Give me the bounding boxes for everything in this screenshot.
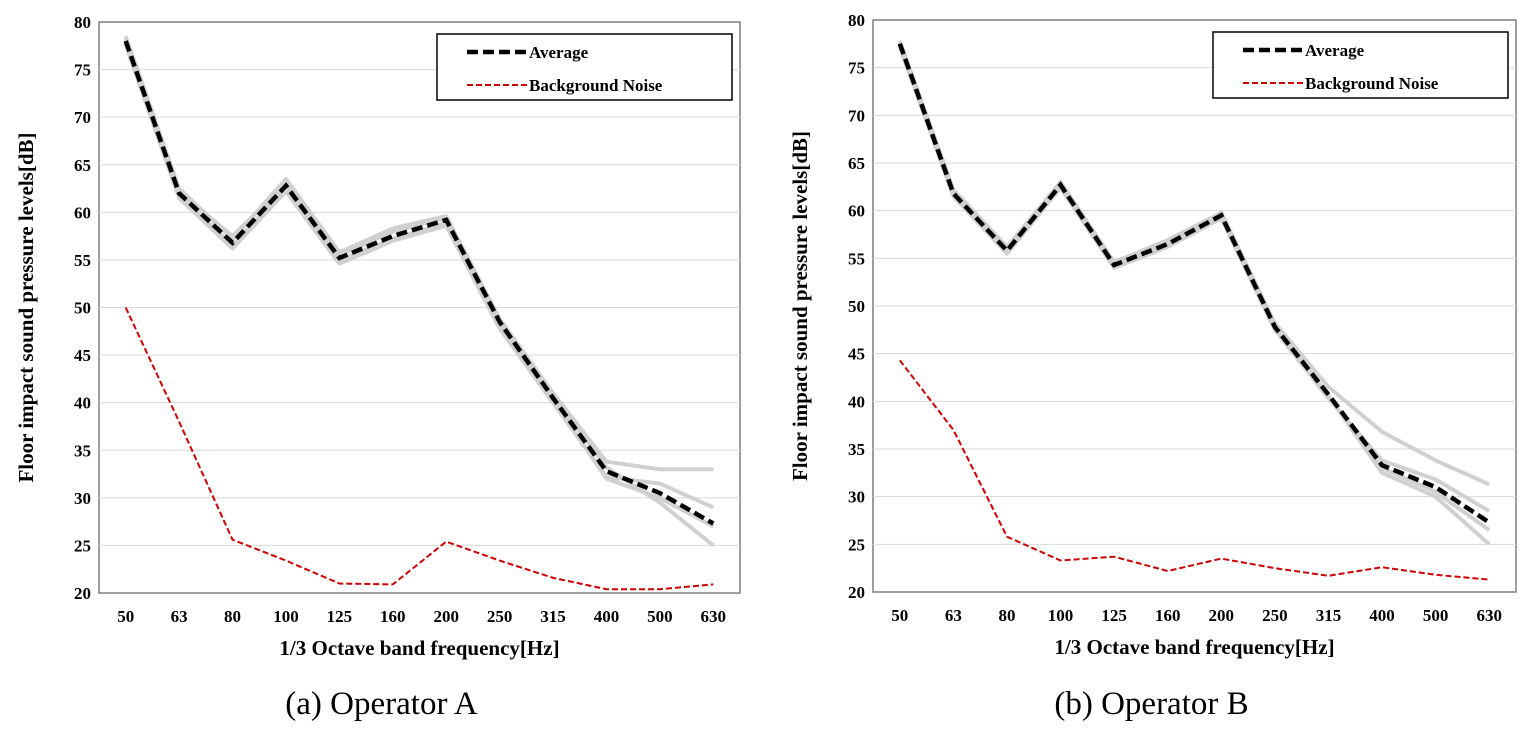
x-tick-label: 400 [594, 607, 620, 626]
chart-panel-a: 20 25 30 35 40 45 50 55 60 65 70 75 80 50 63 80 100 125 16… [0, 0, 763, 729]
y-tick-label: 50 [74, 299, 91, 318]
x-tick-label: 160 [1155, 606, 1181, 625]
y-tick-label: 25 [848, 535, 865, 554]
x-tick-label: 125 [1101, 606, 1127, 625]
x-tick-label: 80 [224, 607, 241, 626]
y-tick-label: 75 [74, 61, 91, 80]
y-tick-label: 65 [74, 156, 91, 175]
measurement-run-line [123, 42, 715, 529]
y-tick-label: 40 [848, 392, 865, 411]
y-tick-label: 70 [74, 108, 91, 127]
x-tick-label: 63 [171, 607, 188, 626]
x-axis-title: 1/3 Octave band frequency[Hz] [279, 636, 559, 660]
x-tick-label: 50 [891, 606, 908, 625]
x-tick-label: 315 [1316, 606, 1342, 625]
y-tick-label: 75 [848, 59, 865, 78]
x-tick-label: 250 [487, 607, 513, 626]
legend-label-background-noise: Background Noise [529, 76, 663, 95]
measurement-run-line [123, 44, 715, 510]
x-tick-label: 630 [701, 607, 727, 626]
y-axis-title: Floor impact sound pressure levels[dB] [788, 131, 812, 481]
x-tick-label: 125 [327, 607, 353, 626]
x-tick-label: 315 [540, 607, 566, 626]
series-background-noise-line [124, 307, 714, 591]
legend-label-average: Average [1305, 41, 1365, 60]
x-tick-label: 200 [433, 607, 459, 626]
x-tick-label: 160 [380, 607, 406, 626]
x-tick-label: 50 [117, 607, 134, 626]
y-tick-label: 60 [848, 202, 865, 221]
chart-caption: (b) Operator B [1054, 686, 1249, 722]
y-tick-label: 70 [848, 106, 865, 125]
y-tick-label: 30 [848, 488, 865, 507]
legend-label-background-noise: Background Noise [1305, 74, 1439, 93]
legend-label-average: Average [529, 43, 589, 62]
chart-caption: (a) Operator A [285, 686, 478, 722]
x-tick-label: 400 [1369, 606, 1395, 625]
x-tick-label: 250 [1262, 606, 1288, 625]
y-tick-label: 35 [74, 441, 91, 460]
x-tick-label: 63 [945, 606, 962, 625]
y-tick-label: 80 [74, 13, 91, 32]
y-tick-label: 25 [74, 536, 91, 555]
x-axis-title: 1/3 Octave band frequency[Hz] [1054, 635, 1334, 659]
chart-a: 20 25 30 35 40 45 50 55 60 65 70 75 80 50 63 80 100 125 16… [14, 13, 741, 660]
y-tick-label: 45 [74, 346, 91, 365]
y-tick-label: 20 [848, 583, 865, 602]
y-tick-label: 80 [848, 11, 865, 30]
chart-panel-b: 20 25 30 35 40 45 50 55 60 65 70 75 80 50 63 80 100 125 16… [776, 0, 1527, 729]
x-tick-label: 200 [1209, 606, 1235, 625]
y-tick-label: 30 [74, 489, 91, 508]
y-tick-label: 20 [74, 584, 91, 603]
y-axis-title: Floor impact sound pressure levels[dB] [14, 132, 38, 482]
x-tick-label: 100 [273, 607, 299, 626]
y-tick-label: 60 [74, 203, 91, 222]
y-tick-label: 55 [74, 251, 91, 270]
y-tick-label: 65 [848, 154, 865, 173]
x-tick-label: 80 [998, 606, 1015, 625]
y-tick-label: 45 [848, 345, 865, 364]
x-tick-label: 630 [1476, 606, 1502, 625]
x-tick-label: 500 [647, 607, 673, 626]
chart-b: 20 25 30 35 40 45 50 55 60 65 70 75 80 50 63 80 100 125 16… [788, 11, 1517, 659]
measurement-run-line [897, 40, 1491, 487]
y-tick-label: 40 [74, 394, 91, 413]
legend-box [1212, 31, 1509, 99]
legend-box [436, 33, 733, 101]
series-average-line [897, 43, 1491, 525]
series-average-line [123, 40, 715, 526]
x-tick-label: 100 [1048, 606, 1074, 625]
x-tick-label: 500 [1423, 606, 1449, 625]
y-tick-label: 50 [848, 297, 865, 316]
y-tick-label: 55 [848, 249, 865, 268]
y-tick-label: 35 [848, 440, 865, 459]
